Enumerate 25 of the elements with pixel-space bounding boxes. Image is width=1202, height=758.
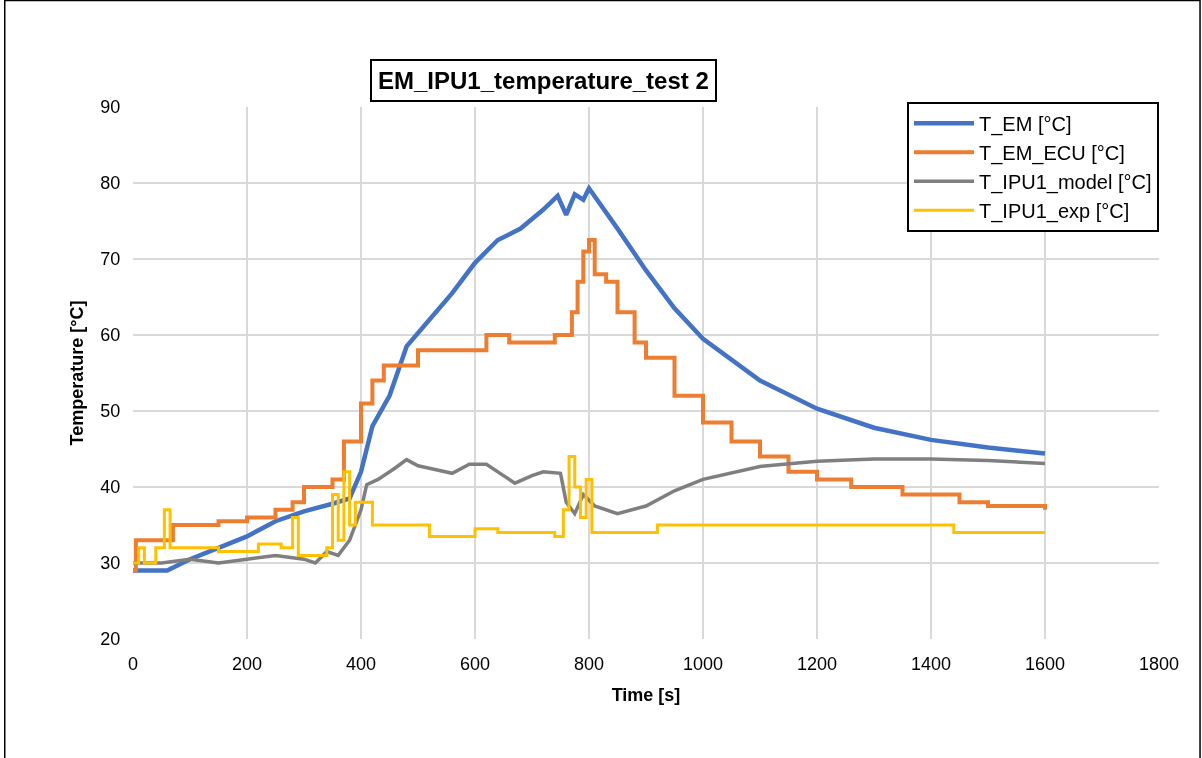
chart-title: EM_IPU1_temperature_test 2 (378, 67, 709, 94)
x-tick-label: 200 (231, 653, 263, 674)
x-axis-title: Time [s] (611, 684, 681, 705)
legend-label: T_EM [°C] (979, 112, 1072, 136)
x-tick-label: 400 (345, 653, 377, 674)
y-axis-title: Temperature [°C] (66, 300, 87, 446)
y-tick-label: 80 (100, 173, 121, 194)
y-tick-label: 60 (100, 325, 121, 346)
x-tick-label: 1000 (682, 653, 724, 674)
legend-label: T_EM_ECU [°C] (979, 141, 1125, 165)
y-tick-label: 70 (100, 249, 121, 270)
x-tick-label: 1600 (1024, 653, 1066, 674)
y-tick-label: 40 (100, 477, 121, 498)
legend-label: T_IPU1_model [°C] (979, 170, 1152, 194)
x-tick-label: 600 (459, 653, 491, 674)
x-tick-label: 0 (127, 653, 139, 674)
x-tick-label: 1800 (1138, 653, 1180, 674)
x-tick-label: 800 (573, 653, 605, 674)
y-tick-label: 50 (100, 401, 121, 422)
legend-label: T_IPU1_exp [°C] (979, 199, 1130, 223)
x-tick-label: 1400 (910, 653, 952, 674)
y-tick-label: 20 (100, 629, 121, 650)
x-tick-label: 1200 (796, 653, 838, 674)
y-tick-label: 90 (100, 97, 121, 118)
y-tick-label: 30 (100, 553, 121, 574)
